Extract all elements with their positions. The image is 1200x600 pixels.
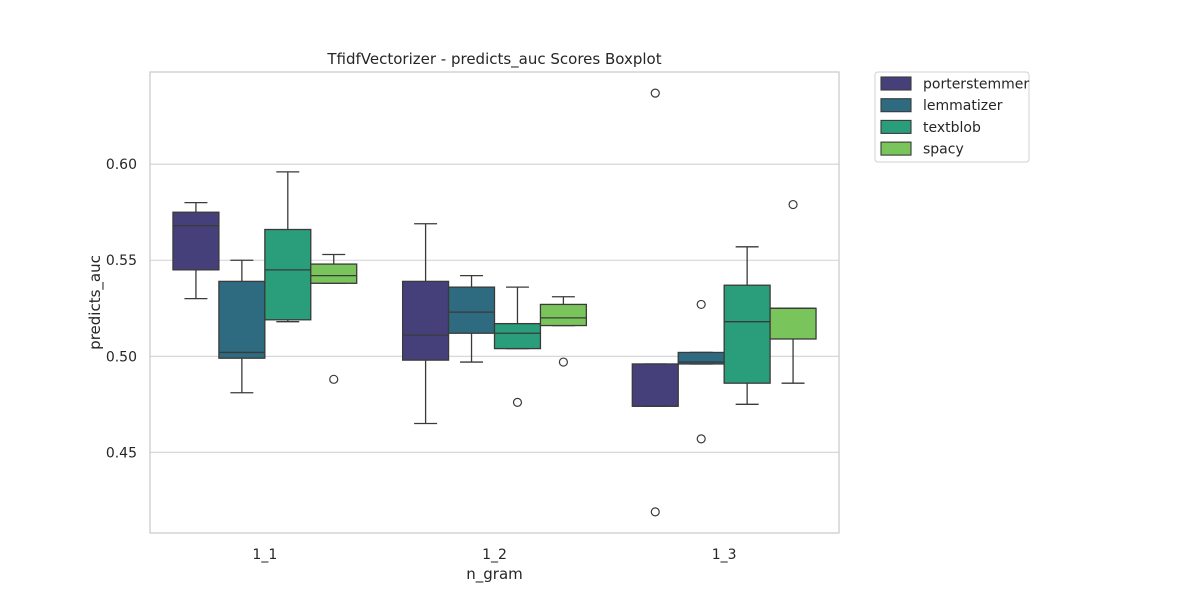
- plot-frame: [149, 71, 840, 534]
- box-spacy-1_1: [310, 253, 358, 384]
- outlier-point: [696, 299, 706, 310]
- y-tick-label: 0.45: [106, 445, 137, 461]
- outlier-point: [558, 357, 569, 367]
- box-body: [172, 211, 220, 271]
- box-body: [493, 322, 542, 350]
- box-lemmatizer-1_1: [218, 259, 266, 394]
- box-spacy-1_3: [769, 199, 817, 384]
- legend-swatch-lemmatizer: [880, 98, 912, 113]
- outlier-point: [329, 374, 339, 384]
- box-textblob-1_3: [723, 246, 771, 405]
- x-tick-label: 1_1: [252, 547, 277, 563]
- legend-label-spacy: spacy: [923, 142, 964, 158]
- x-axis-label: n_gram: [466, 565, 523, 584]
- y-tick-label: 0.60: [106, 157, 137, 173]
- x-tick-label: 1_3: [712, 547, 737, 563]
- legend-label-lemmatizer: lemmatizer: [923, 98, 1003, 114]
- y-axis-label: predicts_auc: [86, 255, 105, 350]
- outlier-point: [650, 88, 660, 98]
- y-tick-label: 0.55: [106, 253, 137, 269]
- legend-swatch-textblob: [880, 119, 912, 134]
- outlier-point: [650, 507, 660, 517]
- legend-frame: [874, 71, 1030, 163]
- box-body: [539, 303, 588, 327]
- box-body: [401, 280, 450, 361]
- box-body: [769, 307, 817, 340]
- box-body: [310, 263, 358, 284]
- legend-swatch-spacy: [880, 141, 912, 156]
- y-tick-label: 0.50: [106, 349, 137, 365]
- outlier-point: [696, 434, 706, 444]
- box-porterstemmer-1_1: [172, 201, 220, 300]
- outlier-point: [512, 397, 523, 407]
- y-tick-labels: 0.45 0.50 0.55 0.60: [106, 157, 137, 461]
- boxes-layer: [172, 88, 817, 517]
- x-tick-labels: 1_1 1_2 1_3: [252, 547, 736, 563]
- box-textblob-1_1: [264, 171, 312, 323]
- legend-label-porterstemmer: porterstemmer: [923, 77, 1029, 93]
- box-porterstemmer-1_3: [631, 88, 679, 517]
- x-tick-label: 1_2: [482, 547, 507, 563]
- legend-swatch-porterstemmer: [880, 76, 912, 91]
- legend: porterstemmer lemmatizer textblob spacy: [874, 71, 1030, 163]
- outlier-point: [788, 199, 798, 210]
- box-textblob-1_2: [493, 286, 542, 407]
- box-body: [264, 228, 312, 321]
- box-body: [631, 363, 679, 407]
- box-body: [723, 284, 771, 384]
- chart-title: TfidfVectorizer - predicts_auc Scores Bo…: [326, 50, 661, 69]
- legend-label-textblob: textblob: [923, 120, 981, 136]
- box-spacy-1_2: [539, 296, 588, 367]
- box-body: [447, 286, 496, 334]
- box-porterstemmer-1_2: [401, 223, 450, 425]
- box-lemmatizer-1_2: [447, 274, 496, 363]
- box-body: [218, 280, 266, 359]
